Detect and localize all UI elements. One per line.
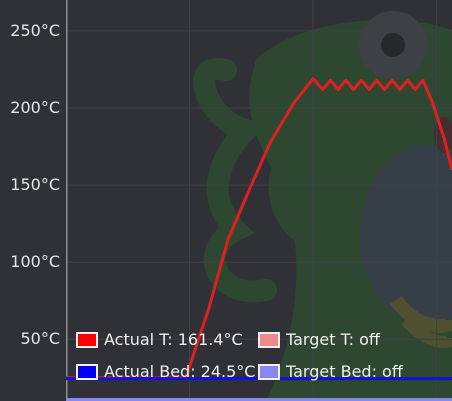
legend-swatch-target-t [258,331,280,348]
legend-swatch-target-bed [258,363,280,380]
legend-swatch-actual-t [76,331,98,348]
y-tick-label: 100°C [10,252,60,272]
legend-label-actual-bed: Actual Bed: 24.5°C [104,362,256,381]
legend: Actual T: 161.4°C Target T: off Actual B… [76,330,452,390]
y-tick-label: 250°C [10,20,60,40]
y-axis: 250°C 200°C 150°C 100°C 50°C [0,0,66,401]
y-tick-label: 150°C [10,175,60,195]
legend-target-bed[interactable]: Target Bed: off [258,362,403,381]
legend-label-actual-t: Actual T: 161.4°C [104,330,243,349]
legend-actual-bed[interactable]: Actual Bed: 24.5°C [76,362,255,381]
series-line-actual-t [66,77,452,380]
legend-actual-t[interactable]: Actual T: 161.4°C [76,330,243,349]
y-tick-label: 50°C [20,329,60,349]
legend-label-target-bed: Target Bed: off [286,362,403,381]
octopus-watermark-icon [193,11,452,401]
grid [66,0,452,401]
legend-swatch-actual-bed [76,363,98,380]
legend-target-t[interactable]: Target T: off [258,330,380,349]
y-tick-label: 200°C [10,97,60,117]
legend-label-target-t: Target T: off [286,330,380,349]
